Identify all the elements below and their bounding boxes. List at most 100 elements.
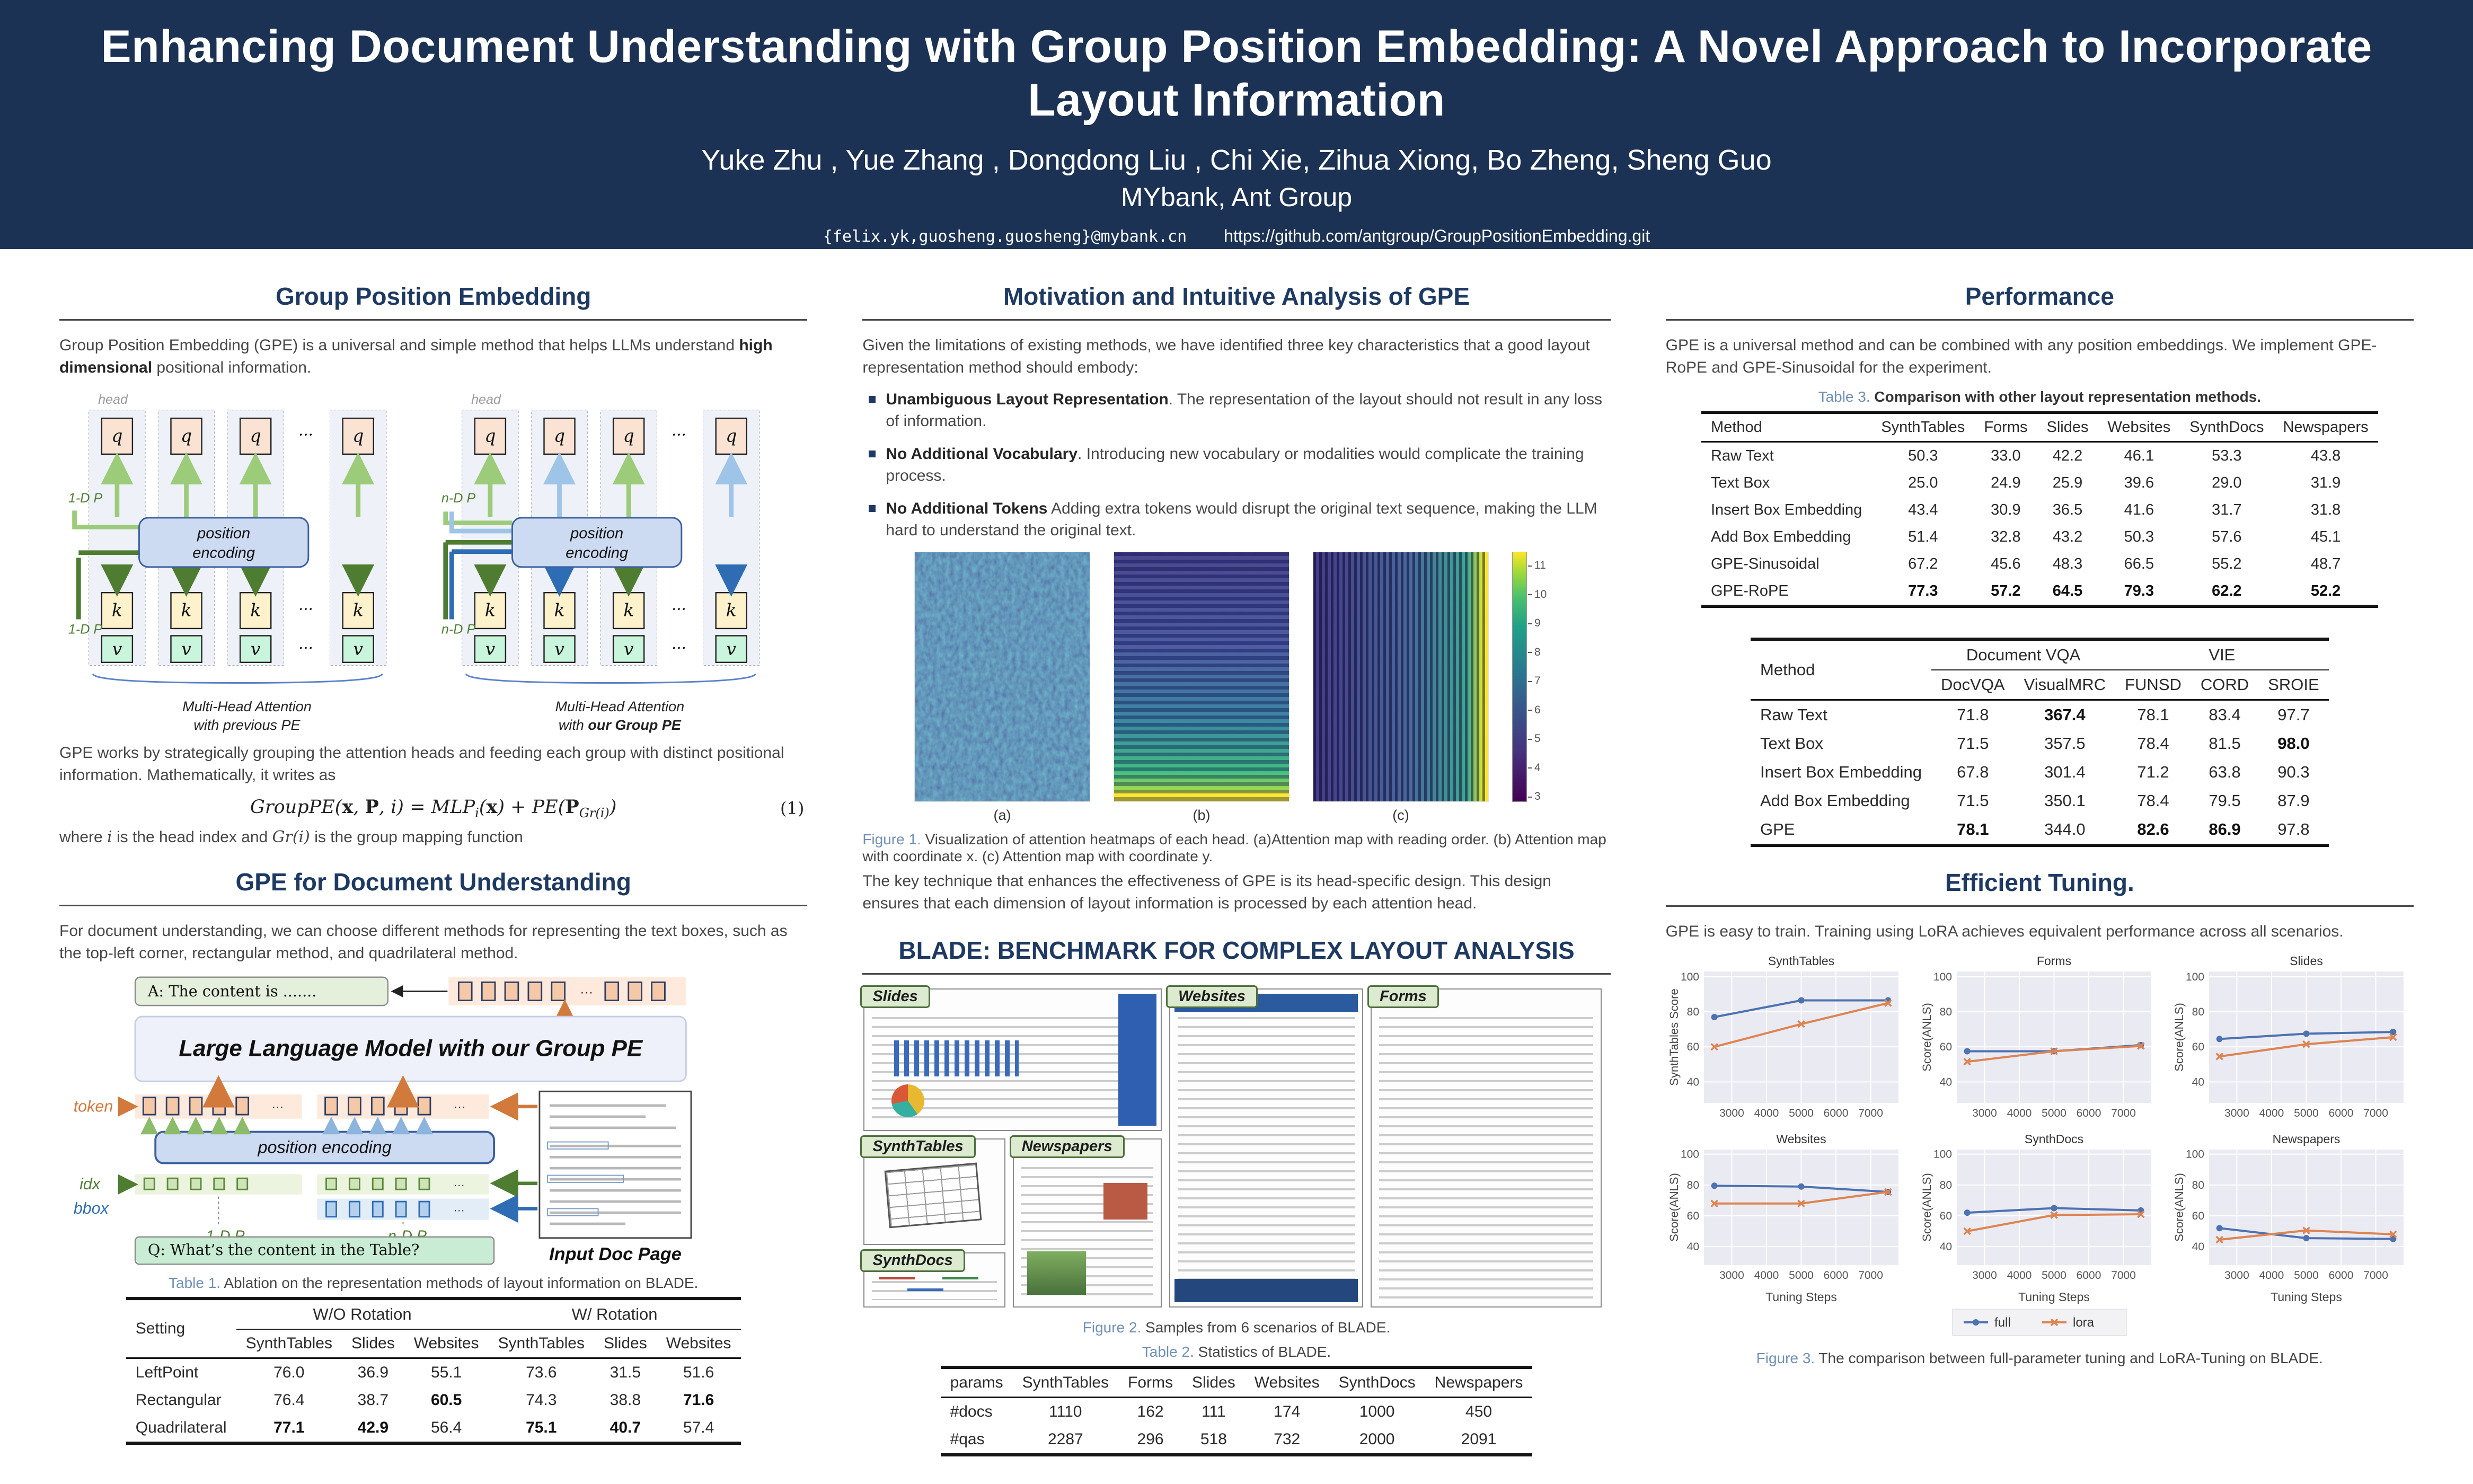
table-cell: 71.8 — [1957, 705, 1989, 724]
table-row: Raw Text 50.3 33.0 42.2 46.1 53.3 43.8 — [1701, 442, 2378, 470]
x-tick-label: 4000 — [1754, 1107, 1779, 1119]
y-tick-label: 60 — [1687, 1210, 1699, 1222]
section-gpe: Group Position Embedding Group Position … — [59, 282, 808, 846]
svg-text:v: v — [354, 639, 364, 659]
svg-text:head: head — [471, 392, 501, 407]
sample-label: SynthDocs — [860, 1249, 965, 1273]
svg-text:···: ··· — [298, 639, 313, 657]
equation-1: GroupPE(x, P, i) = MLPi(x) + PE(PGr(i)) … — [250, 796, 805, 820]
table-cell: 43.8 — [2310, 447, 2341, 464]
table-cell: 71.6 — [683, 1391, 714, 1409]
table-cell: 77.1 — [273, 1418, 305, 1436]
key-technique-paragraph: The key technique that enhances the effe… — [862, 872, 1551, 913]
table-col-header: Newspapers — [1425, 1367, 1533, 1399]
svg-text:k: k — [554, 600, 564, 621]
table-group-header: W/O Rotation — [236, 1298, 489, 1330]
table-cell: 71.5 — [1957, 734, 1989, 753]
poster-body: Group Position Embedding Group Position … — [0, 249, 2473, 1478]
table-col-header: Forms — [1974, 412, 2037, 443]
svg-text:q: q — [181, 426, 192, 446]
y-tick-label: 40 — [1687, 1241, 1699, 1253]
y-tick-label: 60 — [2192, 1041, 2204, 1053]
x-tick-label: 7000 — [1859, 1269, 1884, 1282]
table-row: GPE-Sinusoidal 67.2 45.6 48.3 66.5 55.2 48.7 — [1701, 551, 2378, 578]
y-tick-label: 100 — [1933, 971, 1952, 983]
table-col-header: Newspapers — [2273, 412, 2378, 443]
table-col-header: SynthTables — [1012, 1367, 1119, 1399]
table-cell: 45.1 — [2310, 528, 2341, 545]
svg-text:···: ··· — [454, 1204, 465, 1216]
x-tick-label: 3000 — [1972, 1269, 1997, 1282]
svg-text:encoding: encoding — [192, 544, 255, 561]
sample-thumbnail — [1372, 990, 1601, 1306]
table-cell: 78.1 — [1957, 820, 1989, 838]
table-cell: 97.7 — [2277, 705, 2310, 724]
figure2-sample-websites: Websites — [1166, 985, 1364, 1308]
table-cell: 55.2 — [2212, 555, 2242, 572]
table-cell: 51.6 — [683, 1363, 714, 1381]
table-cell: 48.3 — [2052, 555, 2083, 572]
table-col-header: VisualMRC — [2014, 670, 2116, 701]
svg-text:v: v — [485, 639, 495, 659]
svg-text:···: ··· — [580, 985, 593, 1000]
svg-text:···: ··· — [454, 1179, 465, 1191]
table-cell: 39.6 — [2124, 474, 2154, 491]
table-cell: 67.8 — [1957, 763, 1989, 781]
table-cell: 357.5 — [2044, 734, 2086, 753]
sample-label: Websites — [1166, 985, 1258, 1009]
table-cell: 162 — [1137, 1403, 1164, 1421]
table-corner: Method — [1751, 639, 1932, 701]
table-row: Text Box 25.0 24.9 25.9 39.6 29.0 31.9 — [1701, 470, 2378, 497]
svg-text:q: q — [554, 426, 565, 446]
svg-text:position: position — [197, 525, 250, 542]
x-axis-label: Tuning Steps — [2018, 1290, 2090, 1304]
svg-text:···: ··· — [298, 426, 313, 444]
table-cell: 33.0 — [1991, 447, 2021, 464]
poster-title: Enhancing Document Understanding with Gr… — [101, 21, 2372, 126]
heading-rule — [59, 904, 808, 906]
row-name: Rectangular — [135, 1391, 222, 1409]
table-cell: 42.9 — [357, 1418, 389, 1436]
x-tick-label: 7000 — [2363, 1269, 2388, 1282]
table-cell: 87.9 — [2277, 791, 2310, 810]
colorbar: 11 10 9 8 7 6 5 4 3 — [1512, 552, 1559, 802]
svg-text:···: ··· — [672, 639, 686, 657]
table-cell: 32.8 — [1991, 528, 2021, 545]
mha-diagram-figure: head q q q q ··· — [59, 388, 807, 735]
x-axis-label: Tuning Steps — [2271, 1290, 2342, 1304]
table-row: LeftPoint 76.0 36.9 55.1 73.6 31.5 51.6 — [126, 1358, 741, 1386]
row-name: #docs — [950, 1403, 993, 1421]
poster-affiliation: MYbank, Ant Group — [1120, 182, 1353, 212]
y-tick-label: 40 — [1687, 1076, 1699, 1088]
table-cell: 57.6 — [2212, 528, 2242, 545]
table-cell: 52.2 — [2310, 582, 2341, 599]
table-cell: 81.5 — [2209, 734, 2241, 753]
section-performance: Performance GPE is a universal method an… — [1665, 282, 2414, 847]
section-heading: Performance — [1965, 282, 2114, 310]
svg-text:q: q — [623, 426, 634, 446]
figure1-caption: Figure 1. Visualization of attention hea… — [862, 831, 1606, 865]
colorbar-tick: 11 — [1528, 559, 1546, 572]
y-tick-label: 60 — [1939, 1210, 1951, 1222]
table-col-header: Websites — [656, 1329, 741, 1359]
column-right: Performance GPE is a universal method an… — [1665, 282, 2414, 1388]
svg-text:···: ··· — [272, 1099, 284, 1113]
table-cell: 25.9 — [2052, 474, 2083, 491]
sample-thumbnail — [864, 990, 1161, 1129]
heading-rule — [1665, 905, 2414, 907]
svg-text:k: k — [623, 600, 634, 621]
x-tick-label: 4000 — [2259, 1269, 2284, 1282]
table-col-header: Slides — [342, 1329, 404, 1359]
table-cell: 78.4 — [2137, 791, 2169, 810]
table-col-header: Websites — [1244, 1367, 1329, 1399]
heatmap-b: (b) — [1113, 552, 1290, 824]
table-cell: 79.5 — [2209, 791, 2241, 810]
table-cell: 57.4 — [683, 1418, 714, 1436]
svg-text:···: ··· — [672, 600, 686, 618]
equation-where-line: where i is the head index and Gr(i) is t… — [59, 827, 523, 846]
table-cell: 111 — [1202, 1403, 1226, 1421]
table3-caption: Table 3. Comparison with other layout re… — [1818, 388, 2262, 405]
table-cell: 29.0 — [2212, 474, 2242, 491]
table-corner: Method — [1701, 412, 1872, 443]
section-heading: BLADE: BENCHMARK FOR COMPLEX LAYOUT ANAL… — [898, 937, 1575, 965]
